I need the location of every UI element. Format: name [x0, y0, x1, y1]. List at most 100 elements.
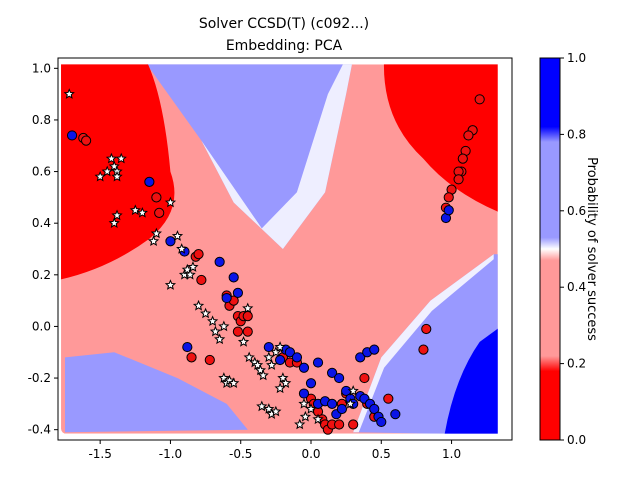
point-circle-red: [196, 274, 207, 286]
point-star: [270, 405, 282, 417]
x-tick-label: -1.5: [88, 447, 111, 461]
colorbar-tick-label: 1.0: [567, 51, 586, 65]
point-circle-red: [242, 326, 253, 337]
plot-frame: [57, 57, 513, 441]
point-star: [164, 279, 177, 290]
point-star: [187, 261, 199, 272]
point-star: [294, 418, 306, 430]
point-circle-blue: [390, 409, 401, 420]
x-tick-label: 1.0: [442, 447, 461, 461]
point-star: [136, 206, 148, 218]
point-circle-red: [463, 130, 474, 141]
series-circle-red: [78, 94, 485, 435]
colorbar-tick-label: 0.2: [567, 357, 586, 371]
colorbar-tick-label: 0.0: [567, 433, 586, 447]
point-circle-blue: [232, 287, 244, 298]
y-tick-label: 0.8: [32, 113, 51, 127]
point-circle-red: [443, 192, 454, 203]
point-star: [94, 170, 106, 182]
colorbar-tick-label: 0.4: [567, 280, 586, 294]
point-star: [298, 397, 310, 409]
point-circle-blue: [228, 272, 239, 283]
point-circle-blue: [274, 354, 286, 366]
point-circle-blue: [182, 341, 193, 353]
point-circle-red: [457, 153, 468, 164]
point-star: [305, 403, 317, 414]
point-circle-red: [81, 135, 92, 146]
y-tick-label: -0.4: [28, 423, 51, 437]
point-circle-red: [474, 94, 485, 105]
point-circle-red: [204, 354, 215, 366]
point-star: [218, 320, 230, 332]
decision-surface: [61, 64, 498, 434]
point-star: [274, 382, 286, 394]
point-star: [147, 235, 160, 247]
point-star: [129, 204, 141, 216]
point-star: [256, 400, 268, 412]
surface-white-band-top: [201, 64, 352, 249]
point-circle-blue: [305, 378, 317, 389]
surface-base: [61, 64, 498, 434]
point-star: [214, 333, 226, 345]
point-circle-red: [383, 393, 394, 404]
chart-title: Solver CCSD(T) (c092...): [199, 16, 369, 32]
point-star: [184, 268, 196, 280]
y-tick-label: 0.6: [32, 165, 51, 179]
point-star: [171, 230, 184, 241]
point-star: [280, 377, 292, 388]
x-tick-label: 0.5: [372, 447, 391, 461]
point-circle-blue: [291, 352, 303, 363]
point-circle-red: [421, 323, 432, 335]
y-tick-label: 0.0: [32, 319, 51, 333]
point-star: [274, 341, 286, 352]
point-circle-blue: [376, 416, 387, 428]
point-circle-blue: [334, 372, 345, 384]
y-tick-label: 0.2: [32, 268, 51, 282]
point-circle-red: [154, 207, 165, 218]
point-star: [105, 152, 118, 164]
colorbar-label: Probability of solver success: [584, 157, 599, 341]
point-circle-blue: [443, 205, 454, 216]
point-star: [192, 299, 205, 311]
y-tick-label: 0.4: [32, 216, 51, 230]
point-star: [63, 88, 75, 99]
point-circle-red: [334, 419, 345, 430]
series-star-white: [63, 88, 359, 430]
point-star: [312, 413, 324, 425]
point-circle-blue: [284, 347, 296, 358]
point-star: [209, 325, 222, 337]
point-star: [237, 336, 250, 347]
point-star: [242, 302, 254, 314]
point-star: [263, 351, 275, 363]
point-circle-blue: [336, 403, 348, 415]
point-circle-blue: [312, 357, 324, 368]
point-circle-red: [348, 419, 359, 430]
x-tick-label: -1.0: [159, 447, 182, 461]
point-circle-blue: [298, 388, 310, 399]
x-tick-label: 0.0: [301, 447, 320, 461]
point-star: [150, 227, 162, 239]
point-circle-red: [453, 174, 464, 185]
point-star: [207, 315, 219, 327]
point-star: [101, 165, 113, 177]
point-circle-red: [193, 249, 204, 260]
point-circle-blue: [144, 176, 155, 187]
point-star: [111, 170, 123, 182]
colorbar-tick-label: 0.6: [567, 204, 586, 218]
colorbar: [539, 57, 561, 441]
y-tick-label: 1.0: [32, 61, 51, 75]
point-circle-red: [418, 344, 429, 355]
x-axis: -1.5 -1.0 -0.5 0.0 0.5 1.0: [88, 440, 461, 461]
surface-blue-corner: [444, 328, 498, 434]
point-circle-red: [232, 326, 244, 337]
point-star: [176, 243, 188, 254]
point-star: [299, 410, 312, 422]
colorbar-tick-label: 0.8: [567, 127, 586, 141]
point-circle-blue: [298, 362, 310, 373]
point-star: [270, 346, 282, 358]
surface-red-topright: [383, 64, 498, 212]
point-circle-red: [186, 352, 197, 363]
point-star: [115, 152, 127, 164]
point-circle-blue: [369, 403, 380, 415]
point-star: [111, 209, 123, 221]
